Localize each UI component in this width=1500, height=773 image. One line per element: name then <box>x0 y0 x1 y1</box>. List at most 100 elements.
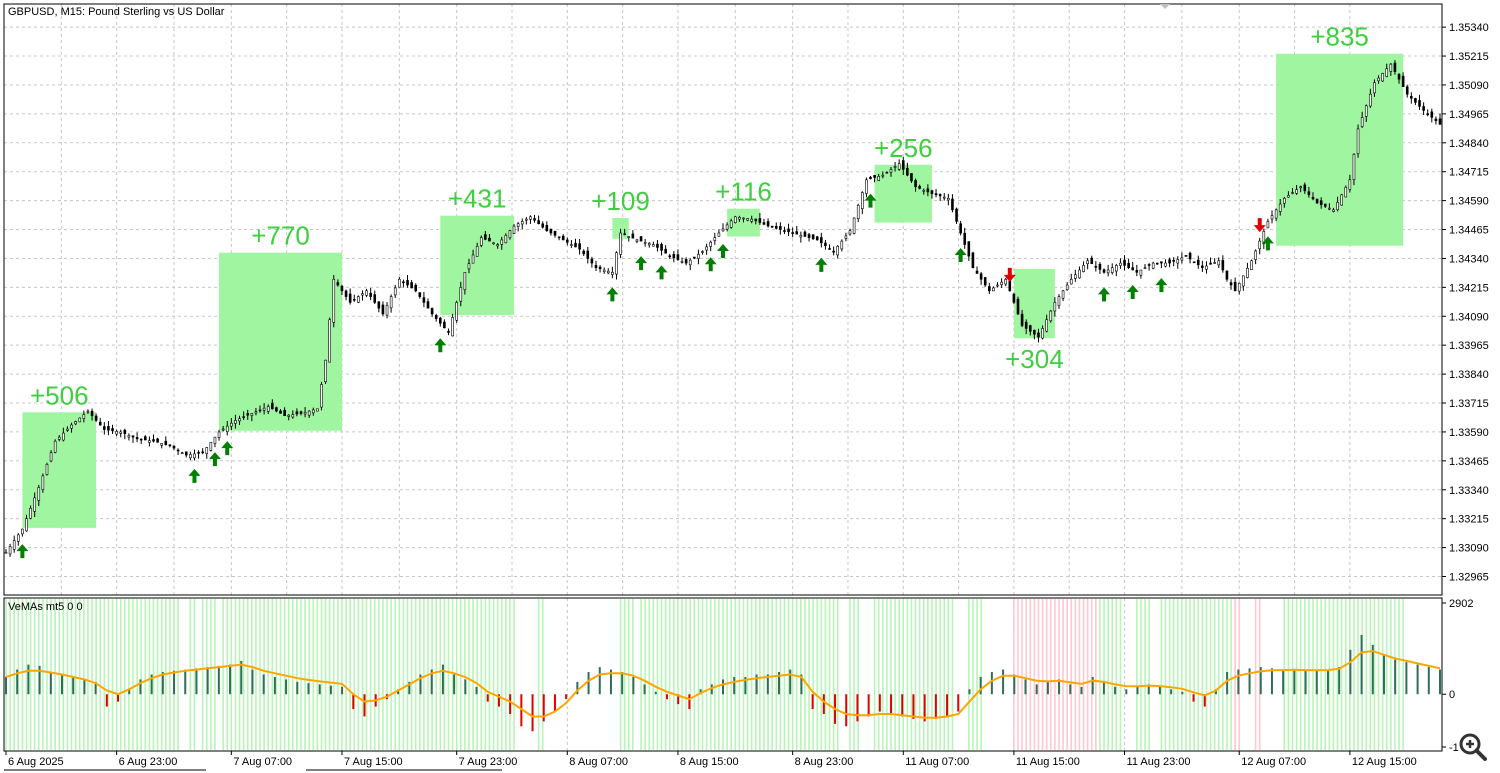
candle-body <box>1274 209 1278 219</box>
candle-body <box>1242 275 1245 287</box>
trade-profit-label: +835 <box>1310 22 1369 52</box>
candle-body <box>1381 73 1384 82</box>
candle-body <box>877 176 880 181</box>
buy-arrow-icon <box>16 544 29 559</box>
candle-body <box>676 254 680 260</box>
candle-body <box>41 475 45 490</box>
candle-body <box>975 270 979 274</box>
trade-labels: +506 +770 +431 +109 +116 +256 +304 +835 <box>30 22 1369 411</box>
candle-body <box>959 223 962 234</box>
buy-arrow-icon <box>864 193 877 208</box>
candle-body <box>250 413 254 416</box>
candle-body <box>1180 257 1184 261</box>
candle-body <box>1119 262 1122 266</box>
candle-body <box>1410 96 1413 99</box>
candle-body <box>53 440 57 453</box>
candle-body <box>1176 259 1180 264</box>
candle-body <box>881 174 885 177</box>
candle-body <box>1139 269 1143 276</box>
candle-body <box>1311 197 1315 200</box>
candle-body <box>123 429 127 434</box>
indicator-axis: 2902 0 -1 <box>1442 598 1473 754</box>
candle-body <box>820 237 823 244</box>
candle-body <box>119 431 123 434</box>
magnifier-plus-icon[interactable] <box>1457 731 1489 763</box>
time-tick-label: 8 Aug 07:00 <box>569 756 628 768</box>
candle-body <box>402 281 405 284</box>
candle-body <box>742 217 745 220</box>
candle-body <box>803 231 807 237</box>
candle-body <box>1340 194 1343 206</box>
candle-body <box>320 384 323 408</box>
candle-body <box>643 241 647 244</box>
buy-arrow-icon <box>1126 285 1139 300</box>
time-tick-label: 6 Aug 23:00 <box>119 756 178 768</box>
candle-body <box>688 259 692 266</box>
candle-body <box>1160 261 1163 264</box>
candle-body <box>1237 283 1241 292</box>
candle-body <box>815 236 819 241</box>
candle-body <box>25 518 28 532</box>
candle-body <box>828 248 831 250</box>
candle-body <box>500 239 504 245</box>
candle-body <box>254 411 258 414</box>
candle-body <box>951 198 954 211</box>
candle-body <box>1389 63 1393 72</box>
candle-body <box>652 244 655 247</box>
candle-body <box>496 244 499 247</box>
candle-body <box>733 216 737 223</box>
candle-body <box>893 166 897 168</box>
candle-body <box>787 228 790 233</box>
buy-arrow-icon <box>704 257 717 272</box>
candle-body <box>1299 186 1302 189</box>
candle-body <box>1172 259 1175 262</box>
candle-body <box>1430 111 1434 118</box>
candle-body <box>1307 191 1311 196</box>
indicator-ma-path <box>5 650 1441 719</box>
candle-body <box>1258 240 1262 250</box>
candle-body <box>1385 68 1389 77</box>
candle-body <box>1065 284 1069 291</box>
candle-body <box>70 424 73 429</box>
candle-body <box>1246 267 1249 278</box>
candle-body <box>1024 321 1028 329</box>
trade-profit-box <box>440 215 515 316</box>
candle-body <box>434 314 438 319</box>
candle-body <box>49 452 53 462</box>
trade-profit-label: +770 <box>251 221 310 251</box>
buy-arrow-icon <box>188 468 201 483</box>
candle-body <box>4 551 8 554</box>
candle-body <box>1061 290 1065 299</box>
candle-body <box>230 422 233 427</box>
candle-body <box>1135 269 1139 273</box>
candle-body <box>1369 93 1372 107</box>
candle-body <box>410 282 413 289</box>
candle-body <box>504 235 508 244</box>
candle-body <box>168 444 172 447</box>
trade-profit-box <box>727 208 760 237</box>
candle-body <box>729 220 733 228</box>
candle-body <box>393 287 397 296</box>
time-tick-label: 7 Aug 15:00 <box>344 756 403 768</box>
candle-body <box>701 251 704 253</box>
candle-body <box>824 242 827 247</box>
candle-body <box>160 443 163 446</box>
candle-body <box>316 408 319 412</box>
candle-body <box>389 296 393 309</box>
candle-body <box>590 258 594 264</box>
time-tick-label: 7 Aug 07:00 <box>233 756 292 768</box>
candle-body <box>1082 265 1085 272</box>
candle-body <box>1106 269 1110 274</box>
candle-body <box>1397 73 1401 80</box>
time-tick-label: 6 Aug 2025 <box>8 756 64 768</box>
candle-body <box>1094 266 1098 268</box>
candle-body <box>1131 267 1135 271</box>
candle-body <box>426 301 430 309</box>
candle-body <box>184 451 188 456</box>
candle-body <box>832 250 835 253</box>
candle-body <box>352 298 356 301</box>
candle-body <box>1196 259 1200 266</box>
chart-shift-marker[interactable] <box>1160 4 1170 9</box>
candle-body <box>1262 230 1266 245</box>
